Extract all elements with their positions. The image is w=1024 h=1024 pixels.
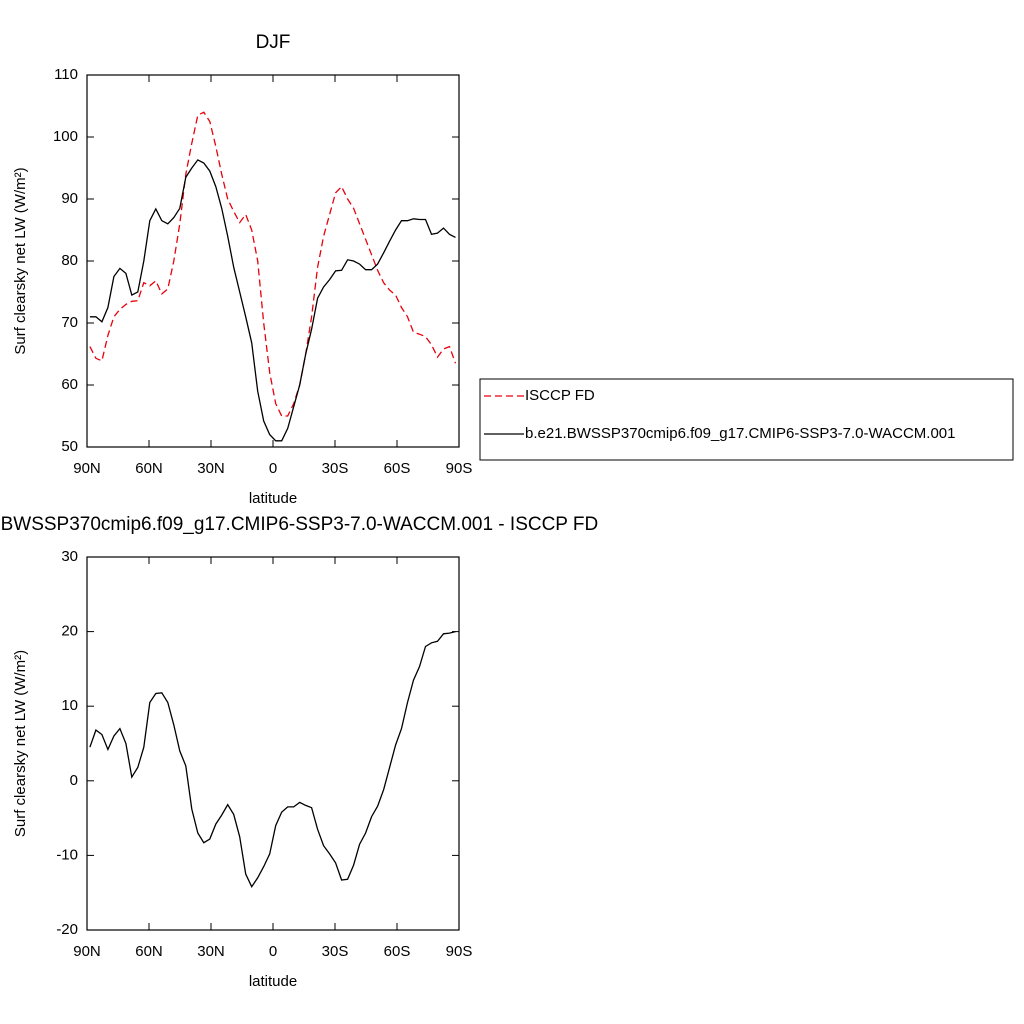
x-tick-label: 60S — [384, 943, 411, 960]
y-tick-label: 0 — [70, 772, 78, 789]
legend-label: ISCCP FD — [525, 387, 595, 404]
x-tick-label: 90N — [73, 943, 101, 960]
chart-title: b.e21.BWSSP370cmip6.f09_g17.CMIP6-SSP3-7… — [0, 514, 598, 535]
y-tick-label: 50 — [61, 438, 78, 455]
line-series — [89, 630, 456, 889]
x-tick-label: 0 — [269, 943, 277, 960]
y-tick-label: -10 — [56, 846, 78, 863]
x-tick-label: 60N — [135, 943, 163, 960]
y-tick-label: 90 — [61, 190, 78, 207]
x-axis-label: latitude — [249, 490, 297, 507]
x-tick-label: 30S — [322, 943, 349, 960]
y-tick-label: -20 — [56, 921, 78, 938]
x-tick-label: 30S — [322, 460, 349, 477]
y-axis-label: Surf clearsky net LW (W/m²) — [12, 650, 29, 837]
y-tick-label: 70 — [61, 314, 78, 331]
y-tick-label: 60 — [61, 376, 78, 393]
x-tick-label: 90S — [446, 460, 473, 477]
y-tick-label: 100 — [53, 128, 78, 145]
legend-label: b.e21.BWSSP370cmip6.f09_g17.CMIP6-SSP3-7… — [525, 425, 955, 442]
y-tick-label: 20 — [61, 623, 78, 640]
line-series — [89, 111, 457, 417]
x-tick-label: 90S — [446, 943, 473, 960]
legend-box — [479, 378, 1014, 461]
line-series — [89, 159, 456, 442]
y-tick-label: 110 — [54, 66, 78, 83]
chart-title: DJF — [256, 32, 291, 53]
y-axis-label: Surf clearsky net LW (W/m²) — [12, 167, 29, 354]
y-tick-label: 10 — [61, 697, 78, 714]
x-tick-label: 30N — [197, 943, 225, 960]
x-tick-label: 90N — [73, 460, 101, 477]
x-tick-label: 60S — [384, 460, 411, 477]
plot-frame — [86, 74, 460, 448]
x-tick-label: 60N — [135, 460, 163, 477]
y-tick-label: 30 — [61, 548, 78, 565]
y-tick-label: 80 — [61, 252, 78, 269]
x-tick-label: 0 — [269, 460, 277, 477]
x-tick-label: 30N — [197, 460, 225, 477]
plot-frame — [86, 556, 460, 931]
x-axis-label: latitude — [249, 973, 297, 990]
